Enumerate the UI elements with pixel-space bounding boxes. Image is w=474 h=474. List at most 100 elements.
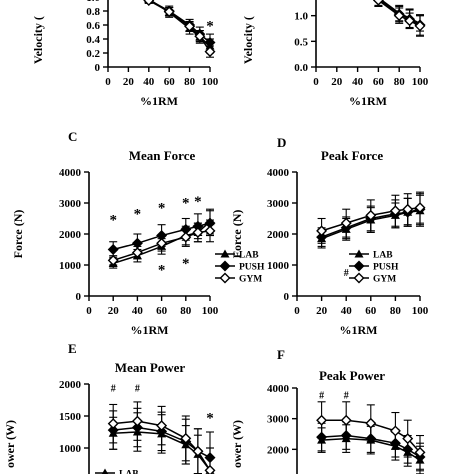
data-point <box>204 225 216 237</box>
series-open-diamond <box>372 0 426 37</box>
data-point <box>107 254 119 266</box>
data-point <box>180 432 192 444</box>
legend-label: GYM <box>239 275 262 285</box>
data-point <box>316 225 328 237</box>
x-tick-label: 0 <box>86 305 92 317</box>
data-point <box>414 446 426 458</box>
panel-letter: E <box>68 341 77 356</box>
legend-marker <box>219 260 231 272</box>
y-tick-label: 2000 <box>59 229 82 241</box>
x-tick-label: 80 <box>394 76 406 88</box>
data-point <box>316 414 328 426</box>
y-tick-label: 2000 <box>267 229 290 241</box>
legend-marker <box>353 272 365 284</box>
data-point <box>393 10 405 22</box>
x-tick-label: 0 <box>294 305 300 317</box>
series-triangle <box>373 0 425 32</box>
y-tick-label: 4000 <box>59 167 82 179</box>
data-point <box>184 20 196 32</box>
x-tick-label: 20 <box>108 305 120 317</box>
legend-label: LAB <box>239 251 259 261</box>
significance-mark: * <box>158 262 166 278</box>
x-tick-label: 20 <box>316 305 328 317</box>
y-axis-label: ower (W) <box>3 420 17 468</box>
significance-mark: * <box>206 19 214 35</box>
x-tick-label: 100 <box>202 76 219 88</box>
legend-marker <box>353 260 365 272</box>
series-open-diamond <box>316 401 426 470</box>
data-point <box>194 30 206 42</box>
y-tick-label: 3000 <box>267 414 290 426</box>
y-tick-label: 0.2 <box>86 48 100 60</box>
data-point <box>107 244 119 255</box>
x-tick-label: 60 <box>373 76 385 88</box>
y-tick-label: 1500 <box>59 411 82 423</box>
panel-title: Mean Force <box>129 148 196 163</box>
y-tick-label: 1000 <box>267 260 290 272</box>
significance-mark: * <box>182 196 190 212</box>
x-tick-label: 100 <box>412 305 429 317</box>
x-tick-label: 40 <box>352 76 364 88</box>
significance-mark: # <box>319 391 324 402</box>
panel-letter: F <box>277 347 285 362</box>
x-axis-label: %1RM <box>140 94 178 108</box>
data-point <box>156 237 168 249</box>
data-point <box>389 425 401 437</box>
significance-mark: * <box>194 194 202 210</box>
data-point <box>143 0 155 6</box>
data-point <box>163 6 175 18</box>
panel-d: 0 1000 2000 3000 4000 0 20 40 60 80 100 %1RM Force (… <box>230 135 429 337</box>
panel-c: 0 1000 2000 3000 4000 0 20 40 60 80 100 %1RM Force (… <box>11 129 265 337</box>
series-open-diamond <box>316 191 426 244</box>
y-tick-label: 0 <box>284 291 290 303</box>
data-point <box>372 0 384 6</box>
data-point <box>180 231 192 243</box>
x-tick-label: 20 <box>123 76 135 88</box>
significance-mark: # <box>135 384 140 395</box>
y-axis-label: Force (N) <box>11 210 25 259</box>
x-tick-label: 40 <box>132 305 144 317</box>
series-open-diamond <box>143 0 216 58</box>
y-tick-label: 1.0 <box>86 0 100 4</box>
data-point <box>402 203 414 215</box>
x-tick-label: 60 <box>156 305 168 317</box>
y-tick-label: 3000 <box>267 198 290 210</box>
series-triangle <box>144 0 215 54</box>
y-tick-label: 0.6 <box>86 20 100 32</box>
data-point <box>107 418 119 430</box>
data-point <box>131 415 143 427</box>
y-tick-label: 0.8 <box>86 6 100 18</box>
significance-mark: * <box>158 200 166 216</box>
significance-mark: * <box>182 256 190 272</box>
data-point <box>156 420 168 432</box>
x-tick-label: 80 <box>180 305 192 317</box>
data-point <box>414 20 426 32</box>
x-tick-label: 60 <box>164 76 176 88</box>
y-tick-label: 2000 <box>59 379 82 391</box>
panel-a: 0 0.2 0.4 0.6 0.8 1.0 0 20 40 60 80 100 %1RM Velocity… <box>31 0 219 108</box>
y-tick-label: 0 <box>76 291 82 303</box>
data-point <box>414 202 426 214</box>
significance-mark: * <box>109 213 117 229</box>
panel-title: Peak Force <box>321 148 383 163</box>
legend-marker <box>354 249 364 258</box>
legend-marker <box>219 272 231 284</box>
legend-label: LAB <box>373 251 393 261</box>
panel-title: Mean Power <box>115 360 186 375</box>
x-axis-label: %1RM <box>131 323 169 337</box>
series-open-diamond <box>107 401 216 474</box>
data-point <box>131 247 143 259</box>
data-point <box>340 217 352 229</box>
x-tick-label: 0 <box>313 76 319 88</box>
legend-label: GYM <box>373 275 396 285</box>
series-line <box>148 0 211 53</box>
data-point <box>204 464 216 474</box>
data-point <box>402 433 414 445</box>
x-axis-label: %1RM <box>349 94 387 108</box>
y-axis-label: Force (N) <box>230 210 244 259</box>
significance-mark: # <box>111 384 116 395</box>
y-tick-label: 2000 <box>267 444 290 456</box>
legend: LAB PUSH GYM <box>349 249 399 285</box>
